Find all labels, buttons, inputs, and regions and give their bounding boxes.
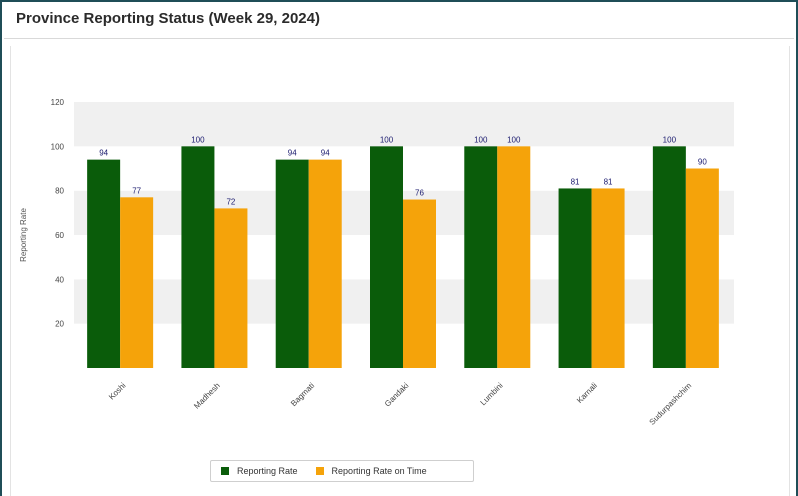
legend-label-reporting-rate-on-time: Reporting Rate on Time — [331, 466, 427, 476]
x-tick-label: Madhesh — [192, 381, 222, 411]
bar-value-label: 81 — [604, 177, 613, 186]
page-title: Province Reporting Status (Week 29, 2024… — [16, 10, 320, 27]
legend-item-reporting-rate[interactable]: Reporting Rate — [221, 466, 298, 476]
y-axis-label: Reporting Rate — [19, 208, 28, 262]
x-tick-label: Gandaki — [383, 381, 411, 409]
bar — [652, 146, 686, 368]
bar — [120, 197, 154, 368]
bar-value-label: 94 — [288, 149, 297, 158]
x-tick-label: Koshi — [107, 381, 128, 402]
x-tick-label: Sudurpashchim — [648, 381, 694, 427]
bar — [685, 168, 719, 368]
bar-value-label: 94 — [321, 149, 330, 158]
bar-value-label: 100 — [474, 135, 488, 144]
y-tick-label: 100 — [51, 142, 65, 151]
legend-item-reporting-rate-on-time[interactable]: Reporting Rate on Time — [315, 466, 427, 476]
bar-value-label: 100 — [507, 135, 521, 144]
legend-label-reporting-rate: Reporting Rate — [237, 466, 298, 476]
bar — [308, 159, 342, 368]
bar — [558, 188, 592, 368]
title-divider — [4, 38, 794, 39]
y-tick-label: 80 — [55, 187, 64, 196]
y-tick-label: 60 — [55, 231, 64, 240]
y-tick-label: 20 — [55, 320, 64, 329]
x-tick-label: Karnali — [575, 381, 599, 405]
bar-value-label: 94 — [99, 149, 108, 158]
bar-value-label: 100 — [380, 135, 394, 144]
x-tick-label: Bagmati — [289, 381, 316, 408]
bar — [370, 146, 403, 368]
bar — [497, 146, 531, 368]
bar — [403, 199, 436, 368]
x-tick-label: Lumbini — [479, 381, 505, 407]
y-tick-label: 120 — [51, 98, 65, 107]
y-tick-label: 40 — [55, 275, 64, 284]
bar — [87, 159, 121, 368]
bar-value-label: 90 — [698, 158, 707, 167]
legend-swatch-reporting-rate — [221, 467, 229, 475]
bar — [275, 159, 309, 368]
bar — [214, 208, 248, 368]
right-divider — [789, 46, 790, 496]
bar — [591, 188, 625, 368]
chart-legend[interactable]: Reporting Rate Reporting Rate on Time — [210, 460, 474, 482]
bar — [181, 146, 215, 368]
bar-value-label: 100 — [663, 135, 677, 144]
legend-swatch-reporting-rate-on-time — [315, 467, 324, 475]
grid-band — [74, 102, 734, 147]
bar-value-label: 76 — [415, 189, 424, 198]
bar-value-label: 72 — [226, 197, 235, 206]
bar-value-label: 77 — [132, 186, 141, 195]
grid-band — [74, 146, 734, 191]
bar-value-label: 100 — [191, 135, 205, 144]
bar-value-label: 81 — [571, 177, 580, 186]
bar — [464, 146, 498, 368]
left-divider — [10, 46, 11, 496]
